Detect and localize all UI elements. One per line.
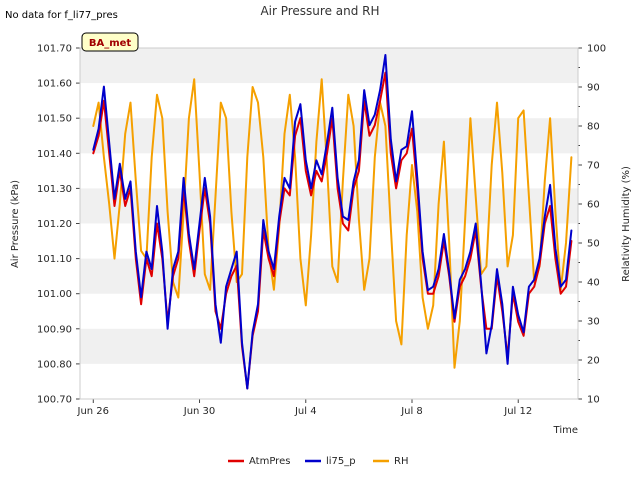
- y2-tick-label: 60: [587, 200, 600, 211]
- no-data-note: No data for f_li77_pres: [5, 10, 118, 21]
- legend: AtmPres li75_p RH: [228, 456, 408, 467]
- grid-band: [80, 48, 578, 84]
- site-badge-box: [81, 32, 139, 52]
- y-tick-label: 101.00: [37, 289, 72, 300]
- y-tick-label: 100.90: [37, 324, 72, 335]
- y2-tick-label: 50: [587, 239, 600, 250]
- chart-title: Air Pressure and RH: [260, 4, 379, 18]
- legend-label-rh: RH: [394, 456, 408, 467]
- x-tick-label: Jun 30: [183, 406, 216, 417]
- x-tick-label: Jul 12: [503, 406, 532, 417]
- y2-axis-title: Relativity Humidity (%): [621, 166, 632, 282]
- y2-tick-label: 90: [587, 83, 600, 94]
- legend-label-li75p: li75_p: [326, 456, 356, 467]
- x-tick-label: Jul 4: [294, 406, 317, 417]
- y2-tick-label: 100: [587, 44, 606, 55]
- series-line-li75p: [92, 54, 573, 390]
- y2-tick-label: 10: [587, 395, 600, 406]
- y-tick-label: 101.50: [37, 114, 72, 125]
- legend-label-atmpres: AtmPres: [249, 456, 290, 467]
- y2-tick-label: 30: [587, 317, 600, 328]
- x-tick-label: Jun 26: [77, 406, 110, 417]
- y2-tick-label: 80: [587, 122, 600, 133]
- y2-tick-label: 20: [587, 356, 600, 367]
- y-tick-label: 101.20: [37, 219, 72, 230]
- plot-frame: [79, 47, 579, 400]
- y-tick-label: 101.30: [37, 184, 72, 195]
- grid-band: [80, 258, 578, 294]
- y2-tick-label: 40: [587, 278, 600, 289]
- y-tick-label: 100.80: [37, 359, 72, 370]
- y-tick-label: 101.40: [37, 149, 72, 160]
- y-tick-label: 101.60: [37, 79, 72, 90]
- grid-band: [80, 328, 578, 364]
- legend-item-rh: RH: [373, 456, 408, 467]
- site-badge: BA_met: [81, 32, 139, 52]
- y-tick-label: 100.70: [37, 395, 72, 406]
- legend-item-li75p: li75_p: [305, 456, 356, 467]
- y-tick-label: 101.70: [37, 44, 72, 55]
- site-badge-label: BA_met: [89, 38, 132, 49]
- x-tick-label: Jul 8: [400, 406, 423, 417]
- legend-item-atmpres: AtmPres: [228, 456, 290, 467]
- y-axis-title: Air Pressure (kPa): [10, 180, 21, 268]
- x-axis-title: Time: [553, 425, 578, 436]
- plot-area: 100.70 100.80 100.90 101.00 101.10 101.20 101.…: [37, 44, 606, 418]
- y2-tick-label: 70: [587, 161, 600, 172]
- y-tick-label: 101.10: [37, 254, 72, 265]
